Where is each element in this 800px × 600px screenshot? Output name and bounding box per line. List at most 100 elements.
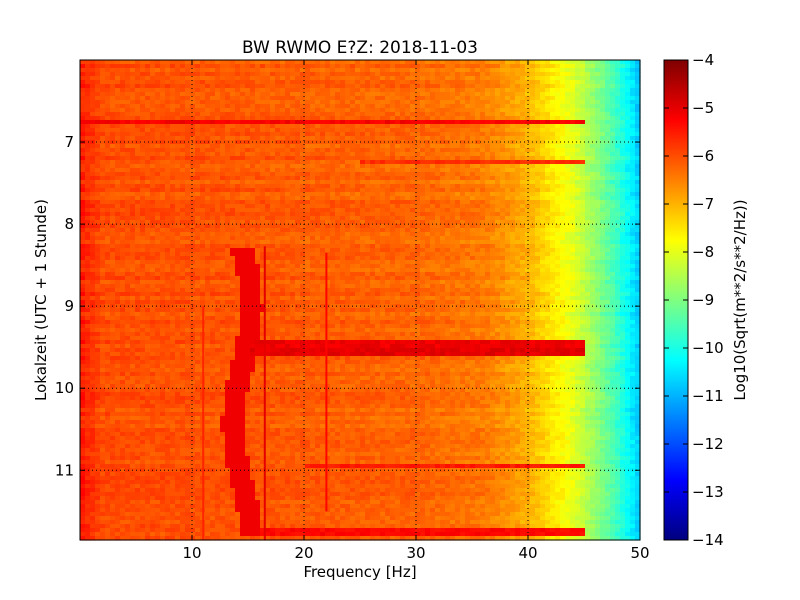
heatmap-cell xyxy=(370,132,376,137)
heatmap-cell xyxy=(610,72,616,77)
heatmap-cell xyxy=(170,84,176,89)
heatmap-cell xyxy=(590,100,596,105)
heatmap-cell xyxy=(545,64,551,69)
heatmap-cell xyxy=(115,96,121,101)
heatmap-cell xyxy=(530,228,536,233)
heatmap-cell xyxy=(525,92,531,97)
heatmap-cell xyxy=(595,72,601,77)
heatmap-cell xyxy=(390,192,396,197)
heatmap-cell xyxy=(495,128,501,133)
heatmap-cell xyxy=(165,64,171,69)
heatmap-cell xyxy=(160,232,166,237)
heatmap-cell xyxy=(120,60,126,65)
heatmap-cell xyxy=(205,132,211,137)
heatmap-cell xyxy=(445,200,451,205)
heatmap-cell xyxy=(535,172,541,177)
heatmap-cell xyxy=(530,200,536,205)
heatmap-cell xyxy=(420,132,426,137)
heatmap-cell xyxy=(145,188,151,193)
heatmap-cell xyxy=(510,116,516,121)
heatmap-cell xyxy=(550,204,556,209)
heatmap-cell xyxy=(220,68,226,73)
heatmap-cell xyxy=(180,204,186,209)
heatmap-cell xyxy=(400,164,406,169)
heatmap-cell xyxy=(170,116,176,121)
heatmap-cell xyxy=(475,220,481,225)
heatmap-cell xyxy=(190,112,196,117)
heatmap-cell xyxy=(130,180,136,185)
heatmap-cell xyxy=(390,160,396,165)
heatmap-cell xyxy=(290,104,296,109)
heatmap-cell xyxy=(235,224,241,229)
heatmap-cell xyxy=(505,192,511,197)
heatmap-cell xyxy=(90,152,96,157)
heatmap-cell xyxy=(140,104,146,109)
heatmap-cell xyxy=(120,104,126,109)
heatmap-cell xyxy=(470,128,476,133)
heatmap-cell xyxy=(215,116,221,121)
heatmap-cell xyxy=(410,220,416,225)
heatmap-cell xyxy=(325,160,331,165)
heatmap-cell xyxy=(115,100,121,105)
heatmap-cell xyxy=(495,164,501,169)
heatmap-cell xyxy=(470,196,476,201)
heatmap-cell xyxy=(595,196,601,201)
heatmap-cell xyxy=(630,92,636,97)
heatmap-cell xyxy=(245,72,251,77)
heatmap-cell xyxy=(560,196,566,201)
heatmap-cell xyxy=(490,92,496,97)
heatmap-cell xyxy=(345,200,351,205)
heatmap-cell xyxy=(285,216,291,221)
heatmap-cell xyxy=(285,172,291,177)
heatmap-cell xyxy=(155,64,161,69)
heatmap-cell xyxy=(485,152,491,157)
heatmap-cell xyxy=(600,112,606,117)
heatmap-cell xyxy=(160,132,166,137)
heatmap-cell xyxy=(85,220,91,225)
heatmap-cell xyxy=(555,148,561,153)
heatmap-cell xyxy=(220,92,226,97)
heatmap-cell xyxy=(495,196,501,201)
heatmap-cell xyxy=(345,120,351,125)
heatmap-cell xyxy=(220,168,226,173)
heatmap-cell xyxy=(275,136,281,141)
heatmap-cell xyxy=(450,204,456,209)
heatmap-cell xyxy=(155,116,161,121)
heatmap-cell xyxy=(95,168,101,173)
heatmap-cell xyxy=(635,176,641,181)
heatmap-cell xyxy=(390,220,396,225)
heatmap-cell xyxy=(475,84,481,89)
heatmap-cell xyxy=(235,72,241,77)
heatmap-cell xyxy=(270,176,276,181)
heatmap-cell xyxy=(335,104,341,109)
heatmap-cell xyxy=(315,156,321,161)
heatmap-cell xyxy=(345,148,351,153)
heatmap-cell xyxy=(415,64,421,69)
heatmap-cell xyxy=(320,220,326,225)
heatmap-cell xyxy=(125,208,131,213)
heatmap-cell xyxy=(295,104,301,109)
heatmap-cell xyxy=(255,188,261,193)
heatmap-cell xyxy=(580,136,586,141)
heatmap-cell xyxy=(545,100,551,105)
heatmap-cell xyxy=(435,220,441,225)
heatmap-cell xyxy=(535,152,541,157)
heatmap-cell xyxy=(370,120,376,125)
heatmap-cell xyxy=(425,136,431,141)
heatmap-cell xyxy=(260,172,266,177)
heatmap-cell xyxy=(275,188,281,193)
heatmap-cell xyxy=(285,164,291,169)
heatmap-cell xyxy=(365,192,371,197)
heatmap-cell xyxy=(530,180,536,185)
heatmap-cell xyxy=(120,164,126,169)
heatmap-cell xyxy=(580,112,586,117)
heatmap-cell xyxy=(155,156,161,161)
heatmap-cell xyxy=(535,156,541,161)
heatmap-cell xyxy=(180,120,186,125)
heatmap-cell xyxy=(395,120,401,125)
heatmap-cell xyxy=(520,84,526,89)
heatmap-cell xyxy=(320,128,326,133)
heatmap-cell xyxy=(620,144,626,149)
heatmap-cell xyxy=(260,132,266,137)
heatmap-cell xyxy=(175,176,181,181)
